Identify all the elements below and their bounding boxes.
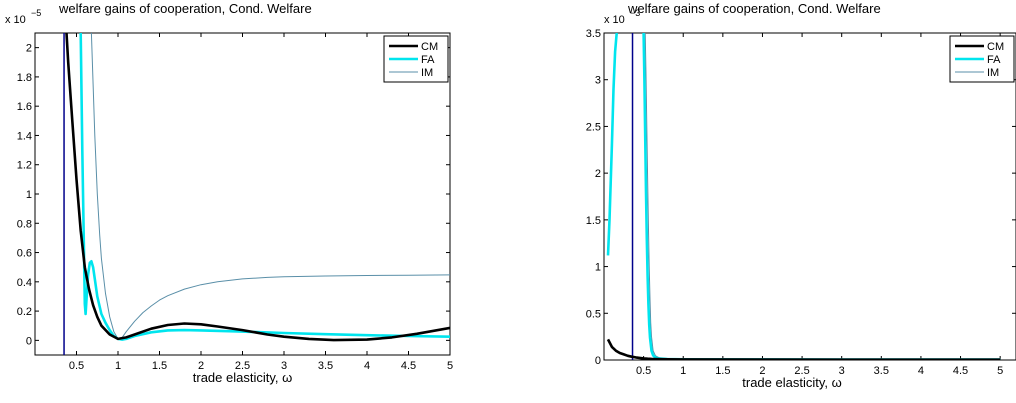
x-tick-label: 3.5 xyxy=(874,365,889,377)
x-tick-label: 2 xyxy=(198,360,204,372)
x-tick-label: 5 xyxy=(997,365,1003,377)
y-tick-label: 3 xyxy=(595,75,601,87)
series-line-cm xyxy=(606,338,1001,360)
x-tick-label: 4.5 xyxy=(953,365,968,377)
series-line-im xyxy=(644,33,1001,360)
legend-label-im: IM xyxy=(421,67,433,79)
y-tick-label: 0.5 xyxy=(586,308,601,320)
series-line-im xyxy=(90,33,450,340)
x-tick-label: 3.5 xyxy=(318,360,333,372)
series-line-cm xyxy=(65,33,450,342)
plot-area xyxy=(63,33,450,355)
chart-1: welfare gains of cooperation, Cond. Welf… xyxy=(5,1,453,385)
y-tick-label: 1.6 xyxy=(17,101,32,113)
y-tick-label: 0.8 xyxy=(17,218,32,230)
x-tick-label: 1.5 xyxy=(152,360,167,372)
x-tick-label: 1 xyxy=(115,360,121,372)
x-tick-label: 5 xyxy=(447,360,453,372)
y-tick-label: 0.6 xyxy=(17,248,32,260)
legend-label-fa: FA xyxy=(987,54,1001,66)
x-tick-label: 2 xyxy=(759,365,765,377)
legend-label-fa: FA xyxy=(421,54,435,66)
y-tick-label: 1 xyxy=(26,189,32,201)
x-axis-label: trade elasticity, ω xyxy=(193,370,293,385)
x-axis-label: trade elasticity, ω xyxy=(742,375,842,390)
y-tick-label: 0.2 xyxy=(17,306,32,318)
y-tick-label: 1.4 xyxy=(17,130,32,142)
x-tick-label: 1 xyxy=(680,365,686,377)
scale-factor: x 10 xyxy=(5,14,26,26)
scale-factor: x 10 xyxy=(604,14,625,26)
chart-2: welfare gains of cooperation, Cond. Welf… xyxy=(586,1,1016,390)
y-tick-label: 1 xyxy=(595,262,601,274)
x-tick-label: 4 xyxy=(364,360,370,372)
y-tick-label: 0 xyxy=(26,335,32,347)
y-tick-label: 2.5 xyxy=(586,121,601,133)
chart-title: welfare gains of cooperation, Cond. Welf… xyxy=(58,1,312,16)
y-tick-label: 1.8 xyxy=(17,72,32,84)
scale-exponent: −5 xyxy=(31,8,41,18)
y-tick-label: 2 xyxy=(26,43,32,55)
legend-label-im: IM xyxy=(987,67,999,79)
scale-exponent: −3 xyxy=(630,8,640,18)
y-tick-label: 0.4 xyxy=(17,277,32,289)
x-tick-label: 2.5 xyxy=(794,365,809,377)
series-line-fa xyxy=(606,33,618,256)
x-tick-label: 1.5 xyxy=(715,365,730,377)
legend-label-cm: CM xyxy=(421,41,438,53)
x-tick-label: 4.5 xyxy=(401,360,416,372)
series-line-fa-b xyxy=(642,33,1001,360)
x-tick-label: 4 xyxy=(918,365,924,377)
x-tick-label: 2.5 xyxy=(235,360,250,372)
x-tick-label: 0.5 xyxy=(636,365,651,377)
y-tick-label: 3.5 xyxy=(586,28,601,40)
x-tick-label: 3 xyxy=(281,360,287,372)
x-tick-label: 3 xyxy=(839,365,845,377)
chart-title: welfare gains of cooperation, Cond. Welf… xyxy=(627,1,881,16)
y-tick-label: 0 xyxy=(595,355,601,367)
plot-area xyxy=(606,33,1001,360)
legend-label-cm: CM xyxy=(987,41,1004,53)
y-tick-label: 1.2 xyxy=(17,160,32,172)
x-tick-label: 0.5 xyxy=(69,360,84,372)
y-tick-label: 2 xyxy=(595,168,601,180)
y-tick-label: 1.5 xyxy=(586,215,601,227)
